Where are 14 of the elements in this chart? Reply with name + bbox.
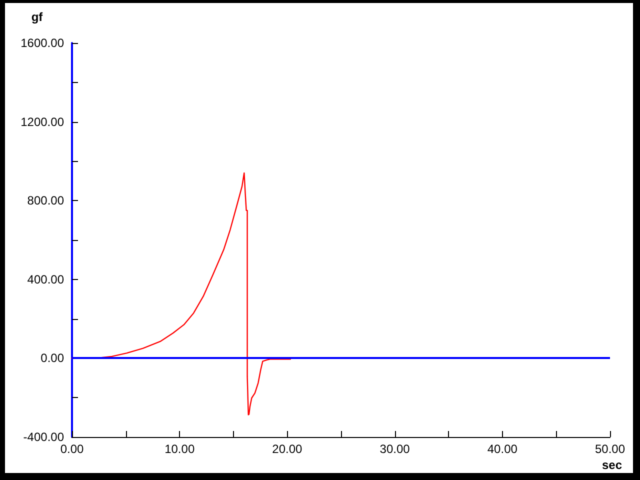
x-tick-label: 10.00 <box>164 442 195 456</box>
y-tick-label: 1600.00 <box>20 36 64 50</box>
y-tick-label: 800.00 <box>27 194 64 208</box>
y-tick-label: 400.00 <box>27 272 64 286</box>
x-tick-label: 40.00 <box>487 442 518 456</box>
y-tick-label: -400.00 <box>23 430 64 444</box>
x-tick-label: 0.00 <box>60 442 84 456</box>
x-axis-title: sec <box>602 458 622 472</box>
x-tick-label: 20.00 <box>272 442 303 456</box>
x-tick-label: 30.00 <box>380 442 410 456</box>
y-tick-label: 0.00 <box>40 351 64 366</box>
x-tick-label: 50.00 <box>594 442 626 456</box>
y-axis-title: gf <box>31 10 44 24</box>
y-tick-label: 1200.00 <box>20 114 64 129</box>
